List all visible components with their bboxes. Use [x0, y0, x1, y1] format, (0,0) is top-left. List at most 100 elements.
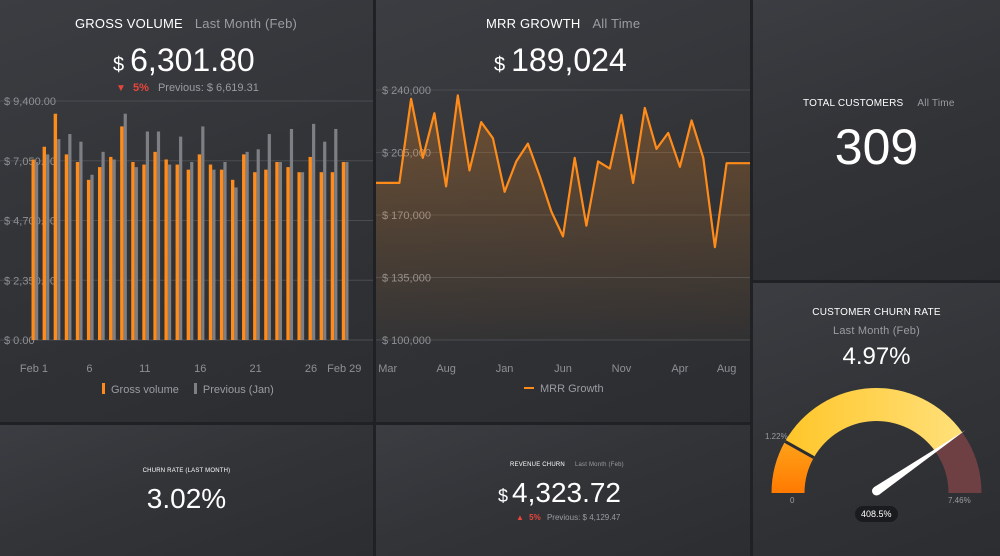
total-customers-period: All Time	[917, 98, 955, 109]
bar-previous	[212, 169, 216, 340]
bar-previous	[101, 151, 105, 340]
trend-down-icon: ▼	[116, 83, 126, 94]
legend-swatch-current	[102, 383, 105, 394]
y-tick-label: $ 0.00	[4, 335, 35, 347]
total-customers-value: 309	[834, 119, 919, 175]
legend-swatch-previous	[193, 383, 197, 394]
bar-current	[253, 172, 257, 340]
churn-rate-title: CHURN RATE (LAST MONTH)	[142, 468, 231, 474]
bar-previous	[289, 128, 294, 340]
bar-current	[319, 172, 324, 340]
bar-current	[208, 164, 213, 340]
bar-previous	[156, 131, 161, 340]
bar-previous	[300, 172, 305, 340]
customer-churn-rate-widget: CUSTOMER CHURN RATE Last Month (Feb) 4.9…	[753, 283, 1000, 556]
x-tick-label: 11	[139, 363, 150, 375]
bar-previous	[46, 154, 50, 340]
total-customers-widget: TOTAL CUSTOMERS All Time 309	[753, 0, 1000, 280]
mrr-growth-value: $189,024	[494, 42, 627, 79]
mrr-growth-legend: MRR Growth	[524, 383, 604, 395]
bar-previous	[190, 162, 194, 340]
x-tick-label: 21	[250, 363, 262, 375]
bar-previous	[123, 113, 127, 340]
revenue-churn-amount: 4,323.72	[512, 477, 622, 508]
x-tick-label: Mar	[378, 363, 397, 375]
gauge-segment-low	[771, 441, 814, 493]
bar-previous	[256, 149, 260, 340]
gauge-badge: 408.5%	[855, 506, 898, 522]
bar-current	[120, 126, 124, 340]
revenue-churn-label: REVENUE CHURN	[510, 462, 565, 468]
x-tick-label: Aug	[436, 363, 456, 375]
gauge-min-label: 0	[790, 496, 795, 505]
mrr-line	[376, 94, 750, 249]
bar-current	[219, 169, 224, 340]
bar-current	[308, 156, 312, 340]
revenue-churn-change: 5%	[529, 513, 541, 522]
churn-gauge	[771, 388, 982, 496]
gross-volume-previous: Previous: $ 6,619.31	[157, 82, 259, 94]
bar-previous	[90, 174, 94, 340]
bar-previous	[278, 162, 282, 340]
y-tick-label: $ 9,400.00	[4, 96, 56, 108]
gross-volume-comparison: ▼ 5% Previous: $ 6,619.31	[116, 82, 259, 94]
bar-current	[64, 154, 69, 340]
x-tick-label: Jan	[496, 363, 514, 375]
gross-volume-period: Last Month (Feb)	[194, 16, 298, 31]
total-customers-label: TOTAL CUSTOMERS	[803, 98, 904, 109]
x-tick-label: Aug	[717, 363, 737, 375]
gauge-segment-mid	[785, 388, 963, 458]
gross-volume-title: GROSS VOLUME Last Month (Feb)	[75, 16, 297, 31]
gross-volume-chart: $ 0.00$ 2,350.00$ 4,700.00$ 7,050.00$ 9,…	[0, 96, 373, 375]
bar-current	[153, 151, 157, 340]
bar-current	[97, 167, 102, 340]
legend-current-label: Gross volume	[111, 384, 179, 396]
x-tick-label: Feb 1	[20, 363, 48, 375]
bar-current	[142, 164, 146, 340]
bar-previous	[35, 162, 39, 340]
mrr-growth-label: MRR GROWTH	[486, 16, 581, 31]
y-tick-label: $ 240,000	[382, 85, 431, 97]
bar-current	[75, 162, 80, 340]
mrr-area	[376, 95, 750, 341]
legend-mrr-label: MRR Growth	[540, 383, 604, 395]
bar-current	[286, 167, 290, 340]
bar-previous	[167, 164, 172, 340]
bar-current	[264, 169, 268, 340]
churn-gauge-period: Last Month (Feb)	[833, 325, 920, 337]
bar-previous	[234, 187, 238, 340]
gross-volume-change: 5%	[132, 82, 149, 94]
churn-gauge-value: 4.97%	[842, 343, 911, 370]
bar-current	[341, 162, 346, 340]
bar-previous	[145, 131, 150, 340]
total-customers-title: TOTAL CUSTOMERS All Time	[803, 98, 955, 109]
mrr-growth-title: MRR GROWTH All Time	[486, 16, 640, 31]
bar-current	[42, 146, 46, 340]
currency-symbol: $	[494, 54, 506, 76]
legend-line-swatch	[524, 387, 534, 389]
gross-volume-value: $6,301.80	[113, 42, 255, 79]
bar-current	[242, 154, 246, 340]
bar-previous	[179, 136, 183, 340]
gross-volume-legend: Gross volume Previous (Jan)	[102, 383, 274, 396]
mrr-growth-widget: MRR GROWTH All Time $189,024 $ 100,000$ 1…	[376, 0, 750, 422]
gross-volume-amount: 6,301.80	[130, 42, 255, 78]
x-tick-label: 26	[305, 363, 317, 375]
x-tick-label: Apr	[671, 363, 688, 375]
mrr-growth-chart: $ 100,000$ 135,000$ 170,000$ 205,000$ 24…	[376, 85, 750, 375]
churn-gauge-title: CUSTOMER CHURN RATE	[812, 307, 941, 318]
bar-previous	[245, 151, 249, 340]
currency-symbol: $	[498, 486, 509, 506]
bar-current	[109, 156, 113, 340]
revenue-churn-value: $4,323.72	[498, 477, 621, 509]
bar-previous	[112, 159, 116, 340]
trend-up-icon: ▲	[516, 513, 524, 522]
bar-current	[186, 169, 191, 340]
bar-current	[197, 154, 202, 340]
revenue-churn-comparison: ▲ 5% Previous: $ 4,129.47	[516, 513, 620, 522]
revenue-churn-period: Last Month (Feb)	[574, 462, 624, 468]
bar-current	[175, 164, 179, 340]
bar-previous	[267, 134, 271, 340]
mrr-growth-amount: 189,024	[511, 42, 627, 78]
mrr-growth-period: All Time	[592, 16, 641, 31]
